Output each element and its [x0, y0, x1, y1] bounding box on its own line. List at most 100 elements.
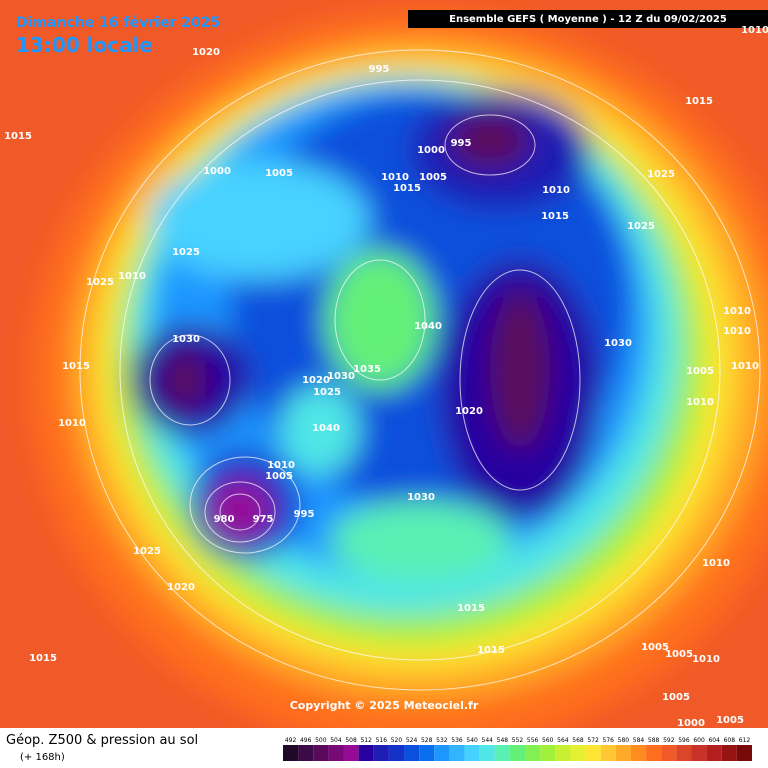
- isobar-label: 1020: [455, 406, 483, 417]
- colorbar-swatch: [661, 745, 677, 761]
- colorbar-label: 492: [285, 737, 297, 744]
- isobar-label: 1010: [118, 271, 146, 282]
- isobar-label: 1005: [662, 692, 690, 703]
- footer-lead: (+ 168h): [20, 752, 65, 763]
- isobar-label: 1025: [627, 221, 655, 232]
- colorbar-swatch: [434, 745, 450, 761]
- isobar-label: 1020: [167, 582, 195, 593]
- colorbar-label: 612: [739, 737, 751, 744]
- date: Dimanche 16 février 2025: [16, 15, 220, 31]
- colorbar-swatch: [691, 745, 707, 761]
- isobar-label: 1000: [677, 718, 705, 729]
- isobar-label: 1030: [172, 334, 200, 345]
- colorbar-label: 512: [360, 737, 372, 744]
- colorbar-label: 572: [587, 737, 599, 744]
- isobar-label: 1005: [665, 649, 693, 660]
- isobar-label: 1025: [647, 169, 675, 180]
- colorbar-swatch: [449, 745, 465, 761]
- colorbar-swatch: [358, 745, 374, 761]
- map-field: [0, 0, 768, 728]
- colorbar-label: 556: [527, 737, 539, 744]
- isobar-label: 1015: [457, 603, 485, 614]
- colorbar-label: 516: [376, 737, 388, 744]
- colorbar-label: 504: [330, 737, 342, 744]
- colorbar-label: 596: [678, 737, 690, 744]
- isobar-label: 1020: [302, 375, 330, 386]
- colorbar-swatch: [343, 745, 359, 761]
- colorbar-label: 536: [451, 737, 463, 744]
- run-info: Ensemble GEFS ( Moyenne ) - 12 Z du 09/0…: [449, 14, 727, 25]
- colorbar-swatch: [630, 745, 647, 761]
- colorbar-swatch: [676, 745, 692, 761]
- isobar-label: 1010: [692, 654, 720, 665]
- isobar-label: 1025: [133, 546, 161, 557]
- colorbar-label: 600: [693, 737, 705, 744]
- isobar-label: 1005: [716, 715, 744, 726]
- isobar-label: 1040: [414, 321, 442, 332]
- colorbar-swatch: [298, 745, 314, 761]
- isobar-label: 1015: [393, 183, 421, 194]
- colorbar-label: 560: [542, 737, 554, 744]
- colorbar-swatch: [419, 745, 435, 761]
- isobar-label: 1010: [723, 326, 751, 337]
- isobar-label: 975: [253, 514, 274, 525]
- isobar-label: 1030: [604, 338, 632, 349]
- isobar-label: 1005: [686, 366, 714, 377]
- colorbar-label: 508: [345, 737, 357, 744]
- colorbar-label: 580: [618, 737, 630, 744]
- colorbar-label: 548: [497, 737, 509, 744]
- colorbar-swatch: [721, 745, 737, 761]
- isobar-label: 1010: [741, 25, 768, 36]
- colorbar-swatch: [706, 745, 722, 761]
- isobar-label: 995: [369, 64, 390, 75]
- isobar-label: 1010: [731, 361, 759, 372]
- colorbar-label: 604: [708, 737, 720, 744]
- colorbar-label: 532: [436, 737, 448, 744]
- isobar-label: 1020: [192, 47, 220, 58]
- isobar-label: 1010: [267, 460, 295, 471]
- isobar-label: 1005: [265, 168, 293, 179]
- isobar-label: 1025: [86, 277, 114, 288]
- isobar-label: 1030: [407, 492, 435, 503]
- isobar-label: 1000: [203, 166, 231, 177]
- colorbar-swatch: [570, 745, 586, 761]
- isobar-label: 1010: [686, 397, 714, 408]
- colorbar-swatch: [736, 745, 752, 761]
- colorbar-label: 576: [603, 737, 615, 744]
- colorbar-swatch: [525, 745, 541, 761]
- colorbar-swatch: [479, 745, 495, 761]
- colorbar-label: 544: [482, 737, 494, 744]
- isobar-label: 1040: [312, 423, 340, 434]
- colorbar-label: 608: [724, 737, 736, 744]
- colorbar-swatch: [540, 745, 556, 761]
- copyright: Copyright © 2025 Meteociel.fr: [290, 699, 479, 712]
- isobar-label: 1015: [685, 96, 713, 107]
- isobar-label: 1025: [313, 387, 341, 398]
- isobar-label: 1005: [419, 172, 447, 183]
- isobar-label: 1010: [58, 418, 86, 429]
- isobar-label: 1000: [417, 145, 445, 156]
- colorbar-label: 500: [315, 737, 327, 744]
- colorbar-label: 584: [633, 737, 645, 744]
- isobar-label: 980: [214, 514, 235, 525]
- colorbar-swatch: [404, 745, 420, 761]
- isobar-label: 1015: [541, 211, 569, 222]
- colorbar-swatch: [283, 745, 299, 761]
- colorbar-label: 588: [648, 737, 660, 744]
- colorbar-swatch: [373, 745, 389, 761]
- colorbar-label: 568: [572, 737, 584, 744]
- isobar-label: 1015: [29, 653, 57, 664]
- isobar-label: 1005: [265, 471, 293, 482]
- colorbar-swatch: [464, 745, 480, 761]
- isobar-label: 1010: [723, 306, 751, 317]
- isobar-label: 995: [451, 138, 472, 149]
- colorbar-swatch: [509, 745, 526, 761]
- colorbar-swatch: [615, 745, 631, 761]
- colorbar-swatch: [388, 745, 405, 761]
- colorbar-swatch: [313, 745, 329, 761]
- isobar-label: 995: [294, 509, 315, 520]
- colorbar-label: 540: [466, 737, 478, 744]
- colorbar-swatch: [600, 745, 616, 761]
- colorbar-swatch: [328, 745, 344, 761]
